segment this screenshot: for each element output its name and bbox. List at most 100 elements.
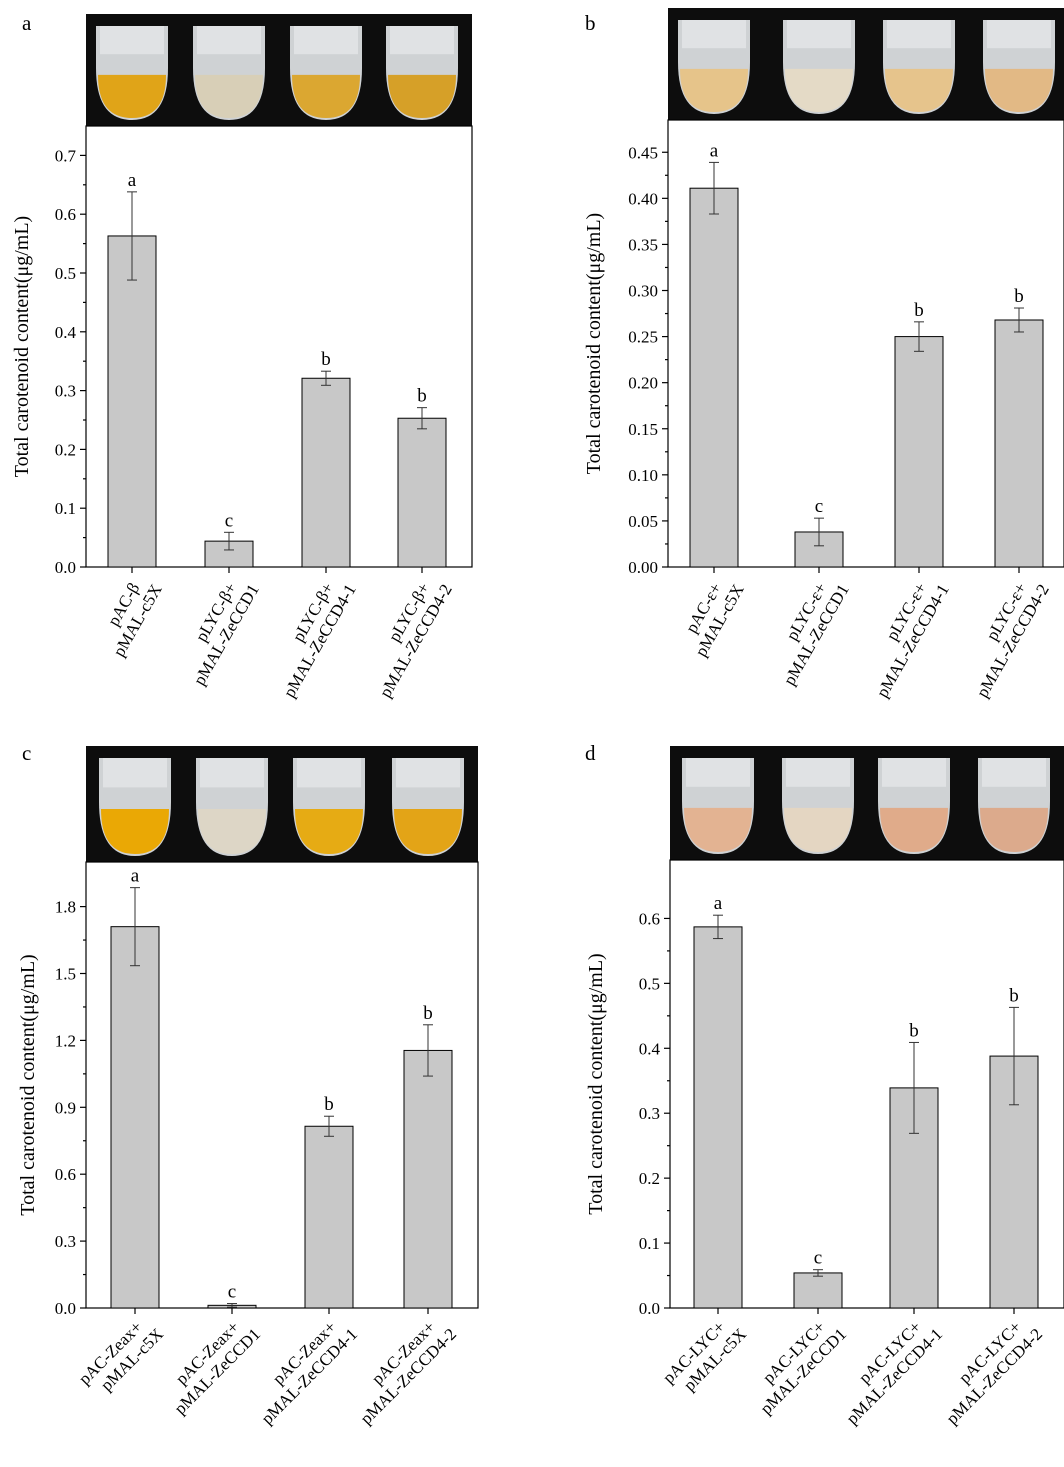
error-bar — [130, 887, 140, 967]
plot-frame — [667, 119, 1064, 568]
bar — [894, 336, 944, 568]
plot-frame — [669, 859, 1064, 1309]
panel-d: d 0.0 0.1 0.2 0.3 0.4 0.5 0.6 Total carotenoid c… — [585, 741, 1064, 1428]
significance-letter: a — [128, 170, 137, 191]
bar — [107, 235, 157, 568]
y-tick-label: 0.1 — [55, 499, 76, 518]
category-label: pLYC-β+pMAL-ZeCCD4-2 — [358, 571, 456, 701]
tube-pellet — [388, 74, 456, 118]
plot-frame — [85, 861, 479, 1309]
category-label: pAC-Zeax+pMAL-c5X — [75, 1310, 167, 1402]
significance-letter: b — [321, 349, 331, 370]
category-label: pLYC-ε+pMAL-ZeCCD4-2 — [955, 571, 1053, 701]
tube — [392, 758, 464, 856]
tube — [878, 758, 950, 854]
y-tick-label: 1.8 — [55, 898, 76, 917]
tube-pellet — [680, 68, 748, 112]
tube-highlight — [200, 758, 264, 788]
y-tick-label: 0.35 — [628, 235, 658, 254]
tube — [386, 26, 458, 120]
significance-letter: b — [1014, 286, 1024, 307]
tube — [678, 20, 750, 114]
error-bar — [909, 1041, 919, 1134]
significance-letter: a — [131, 866, 140, 887]
significance-letter: c — [814, 1248, 822, 1269]
bar — [994, 319, 1044, 568]
tube-pellet — [198, 808, 266, 854]
tube-highlight — [987, 20, 1051, 49]
category-label: pAC-LYC+pMAL-c5X — [659, 1310, 750, 1401]
tube — [782, 758, 854, 854]
tube-pellet — [784, 807, 852, 852]
error-bar — [417, 407, 427, 430]
error-bar — [814, 517, 824, 547]
tube — [196, 758, 268, 856]
category-label: pAC-Zeax+pMAL-ZeCCD4-2 — [342, 1310, 460, 1428]
error-bar — [321, 370, 331, 386]
panel-c: c 0.0 0.3 0.6 0.9 1.2 1.5 1.8 Total carotenoid c… — [17, 741, 479, 1428]
y-tick-label: 0.9 — [55, 1098, 76, 1117]
y-tick-label: 0.0 — [55, 558, 76, 577]
category-label: pAC-LYC+pMAL-ZeCCD4-2 — [928, 1310, 1046, 1428]
category-label: pAC-Zeax+pMAL-ZeCCD1 — [156, 1310, 264, 1418]
tube-pellet — [292, 74, 360, 118]
tube-highlight — [390, 26, 454, 55]
y-tick-label: 0.1 — [639, 1234, 660, 1253]
tube — [193, 26, 265, 120]
tube-pellet — [195, 74, 263, 118]
panel-letter: b — [585, 11, 596, 35]
tube-highlight — [882, 758, 946, 787]
y-tick-label: 0.4 — [639, 1039, 661, 1058]
error-bar — [224, 531, 234, 551]
tube-pellet — [985, 68, 1053, 112]
y-tick-label: 0.3 — [55, 1232, 76, 1251]
significance-letter: b — [914, 300, 924, 321]
bar — [689, 187, 739, 568]
y-tick-label: 0.0 — [639, 1299, 660, 1318]
category-label: pLYC-ε+pMAL-ZeCCD1 — [762, 571, 852, 689]
bar — [304, 1125, 354, 1309]
tube-highlight — [396, 758, 460, 788]
significance-letter: b — [909, 1020, 919, 1041]
tube-highlight — [686, 758, 750, 787]
y-tick-label: 1.2 — [55, 1031, 76, 1050]
tube — [290, 26, 362, 120]
error-bar — [423, 1024, 433, 1077]
bar — [403, 1049, 453, 1309]
category-label: pAC-βpMAL-c5X — [92, 571, 166, 660]
category-label: pAC-Zeax+pMAL-ZeCCD4-1 — [243, 1310, 361, 1428]
bar — [110, 926, 160, 1309]
panel-letter: a — [22, 11, 32, 35]
bar — [693, 926, 743, 1309]
panel-letter: c — [22, 741, 31, 765]
error-bar — [324, 1115, 334, 1137]
error-bar — [1009, 1006, 1019, 1106]
tube-pellet — [684, 807, 752, 852]
tube-pellet — [885, 68, 953, 112]
y-tick-label: 0.0 — [55, 1299, 76, 1318]
category-label: pAC-ε+pMAL-c5X — [674, 571, 748, 660]
tube — [983, 20, 1055, 114]
error-bar — [227, 1303, 237, 1308]
error-bar — [713, 914, 723, 940]
y-tick-label: 0.6 — [639, 909, 660, 928]
tube-highlight — [294, 26, 358, 55]
y-tick-label: 0.4 — [55, 323, 77, 342]
y-tick-label: 0.3 — [639, 1104, 660, 1123]
y-tick-label: 0.3 — [55, 382, 76, 401]
significance-letter: b — [1009, 985, 1019, 1006]
significance-letter: b — [324, 1094, 334, 1115]
y-tick-label: 0.5 — [55, 264, 76, 283]
y-tick-label: 0.30 — [628, 282, 658, 301]
y-tick-label: 0.6 — [55, 1165, 76, 1184]
y-tick-label: 0.05 — [628, 512, 658, 531]
panel-a: a 0.0 0.1 0.2 0.3 0.4 0.5 0.6 0.7 Total carotenoi… — [11, 11, 473, 701]
tube-pellet — [980, 807, 1048, 852]
tube-highlight — [887, 20, 951, 49]
error-bar — [709, 161, 719, 215]
y-tick-label: 1.5 — [55, 965, 76, 984]
panel-letter: d — [585, 741, 596, 765]
error-bar — [813, 1269, 823, 1277]
y-tick-label: 0.10 — [628, 466, 658, 485]
bar — [397, 417, 447, 568]
